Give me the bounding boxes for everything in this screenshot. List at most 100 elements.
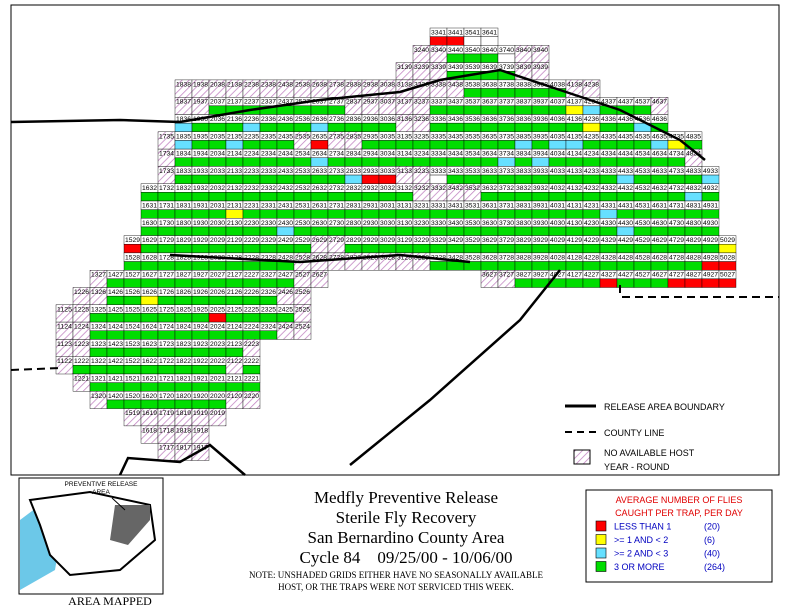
grid-cell: 3529 xyxy=(463,235,482,254)
cell-fill xyxy=(616,122,635,133)
cell-label: 4527 xyxy=(635,272,650,279)
cell-fill xyxy=(497,209,516,219)
grid-cell: 4329 xyxy=(599,235,618,254)
grid-cell: 1838 xyxy=(174,79,193,98)
cell-label: 1725 xyxy=(159,306,174,313)
cell-label: 3737 xyxy=(499,99,514,106)
key-swatch xyxy=(595,547,607,559)
grid-cell: 2526 xyxy=(293,287,312,305)
cell-label: 1932 xyxy=(193,185,208,192)
cell-label: 2428 xyxy=(278,254,293,261)
grid-cell: 2135 xyxy=(225,131,244,150)
grid-cell: 1527 xyxy=(123,270,142,288)
cell-label: 1917 xyxy=(193,445,208,452)
grid-cell: 1931 xyxy=(191,200,210,219)
cell-hatch xyxy=(293,321,312,340)
grid-cell: 2227 xyxy=(242,270,261,288)
cell-fill xyxy=(225,209,244,219)
cell-label: 3538 xyxy=(465,81,480,88)
cell-label: 4931 xyxy=(703,203,718,210)
grid-cell: 4928 xyxy=(701,252,720,271)
grid-cell: 1923 xyxy=(191,339,210,357)
cell-label: 2228 xyxy=(244,254,259,261)
cell-fill xyxy=(667,192,686,202)
cell-fill xyxy=(259,278,278,288)
cell-label: 2034 xyxy=(210,151,225,158)
grid-cell: 4730 xyxy=(667,218,686,236)
cell-label: 1524 xyxy=(125,324,140,331)
cell-label: 4628 xyxy=(652,254,667,261)
cell-fill xyxy=(242,295,261,305)
grid-cell: 1829 xyxy=(174,235,193,254)
cell-fill xyxy=(157,278,176,288)
grid-cell: 1625 xyxy=(140,304,159,323)
cell-fill xyxy=(633,244,652,254)
grid-cell: 4429 xyxy=(616,235,635,254)
cell-label: 3734 xyxy=(499,151,514,158)
grid-cell: 3229 xyxy=(412,235,431,254)
cell-label: 1523 xyxy=(125,341,140,348)
cell-label: 3028 xyxy=(380,254,395,261)
cell-label: 2735 xyxy=(329,133,344,140)
cell-label: 3136 xyxy=(397,116,412,123)
cell-label: 4928 xyxy=(703,254,718,261)
cell-label: 1823 xyxy=(176,341,191,348)
cell-fill xyxy=(191,261,210,271)
cell-label: 2936 xyxy=(363,116,378,123)
cell-label: 2432 xyxy=(278,185,293,192)
cell-label: 2229 xyxy=(244,237,259,244)
cell-fill xyxy=(157,313,176,323)
cell-label: 4735 xyxy=(669,133,684,140)
cell-fill xyxy=(361,209,380,219)
grid-cell: 4030 xyxy=(548,218,567,236)
grid-cell: 1521 xyxy=(123,373,142,392)
grid-cell: 1320 xyxy=(89,391,108,409)
grid-cell: 3437 xyxy=(446,96,465,115)
cell-label: 1326 xyxy=(91,289,106,296)
cell-label: 2736 xyxy=(329,116,344,123)
cell-label: 4633 xyxy=(652,168,667,175)
cell-label: 4832 xyxy=(686,185,701,192)
grid-cell: 1529 xyxy=(123,235,142,254)
grid-cell: 3236 xyxy=(412,114,431,132)
cell-label: 4329 xyxy=(601,237,616,244)
grid-cell: 1922 xyxy=(191,356,210,375)
cell-label: 4733 xyxy=(669,168,684,175)
grid-cell: 3231 xyxy=(412,200,431,219)
cell-fill xyxy=(106,382,125,392)
cell-fill xyxy=(599,192,618,202)
grid-cell: 4033 xyxy=(548,166,567,184)
cell-label: 4433 xyxy=(618,168,633,175)
cell-label: 2336 xyxy=(261,116,276,123)
cell-fill xyxy=(225,157,244,167)
grid-cell: 2231 xyxy=(242,200,261,219)
cell-label: 4830 xyxy=(686,220,701,227)
cell-label: 3530 xyxy=(465,220,480,227)
grid-cell: 3830 xyxy=(514,218,533,236)
cell-label: 3536 xyxy=(465,116,480,123)
cell-fill xyxy=(531,105,550,115)
grid-cell: 2636 xyxy=(310,114,329,133)
cell-fill xyxy=(497,261,516,271)
grid: 3341 3441 3541 3641 3240 3340 3440 3540 3640 3740… xyxy=(55,27,737,461)
cell-fill xyxy=(208,382,227,392)
cell-label: 2130 xyxy=(227,220,242,227)
cell-label: 2430 xyxy=(278,220,293,227)
cell-fill xyxy=(514,209,533,219)
cell-label: 3831 xyxy=(516,203,531,210)
cell-label: 2019 xyxy=(210,410,225,417)
cell-label: 3638 xyxy=(482,81,497,88)
grid-cell: 2634 xyxy=(310,148,329,167)
cell-label: 4237 xyxy=(584,99,599,106)
grid-cell: 3430 xyxy=(446,218,465,236)
cell-label: 3731 xyxy=(499,203,514,210)
cell-label: 2734 xyxy=(329,151,344,158)
grid-cell: 3239 xyxy=(412,62,431,81)
key-title: AVERAGE NUMBER OF FLIES xyxy=(616,495,743,505)
grid-cell: 2532 xyxy=(293,183,312,202)
grid-cell: 3329 xyxy=(429,235,448,254)
cell-fill xyxy=(429,157,448,167)
cell-fill xyxy=(225,382,244,392)
cell-fill xyxy=(361,174,380,184)
cell-label: 3339 xyxy=(431,64,446,71)
